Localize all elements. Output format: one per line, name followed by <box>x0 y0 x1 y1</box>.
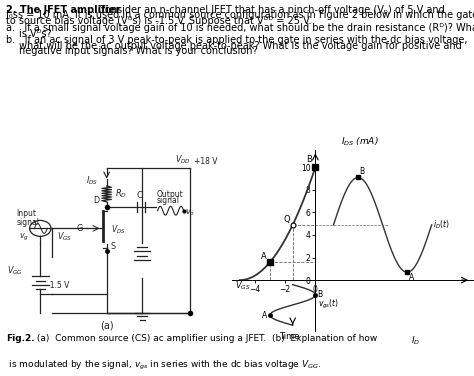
Text: $V_{DS}$: $V_{DS}$ <box>111 223 126 235</box>
Text: $V_{GG}$: $V_{GG}$ <box>7 265 23 277</box>
Text: (a)  Common source (CS) ac amplifier using a JFET.  (b)  Explanation of how: (a) Common source (CS) ac amplifier usin… <box>34 335 380 343</box>
Text: negative input signals? What is your conclusion?: negative input signals? What is your con… <box>19 46 257 56</box>
Text: A: A <box>409 273 414 282</box>
Text: $I_D$: $I_D$ <box>411 335 421 347</box>
Text: Output: Output <box>156 190 183 199</box>
Text: C: C <box>137 191 143 200</box>
Text: G: G <box>77 224 83 233</box>
Text: D: D <box>93 196 100 205</box>
Text: signal: signal <box>17 218 40 227</box>
Text: (a): (a) <box>100 321 113 331</box>
Text: $I_{DS}$: $I_{DS}$ <box>86 174 99 187</box>
Text: Time: Time <box>280 332 300 341</box>
Text: to source bias voltage (Vᴳs) is -1.5 V. Suppose that Vᴰᴰ = 25 V.: to source bias voltage (Vᴳs) is -1.5 V. … <box>6 16 311 26</box>
Text: a.   If a small signal voltage gain of 10 is needed, what should be the drain re: a. If a small signal voltage gain of 10 … <box>6 23 474 33</box>
Text: b.   If an ac signal of 3 V peak-to-peak is applied to the gate in series with t: b. If an ac signal of 3 V peak-to-peak i… <box>6 35 467 45</box>
Text: +18 V: +18 V <box>194 157 218 166</box>
Text: is Vᴰs?: is Vᴰs? <box>19 29 52 39</box>
Text: $v_{g}$: $v_{g}$ <box>19 232 29 243</box>
Text: -1.5 V: -1.5 V <box>47 281 70 290</box>
Text: $V_{GS}$: $V_{GS}$ <box>235 279 251 292</box>
Text: is modulated by the signal, $v_{gs}$ in series with the dc bias voltage $V_{GG}$: is modulated by the signal, $v_{gs}$ in … <box>6 359 321 372</box>
Text: . Consider an n-channel JFET that has a pinch-off voltage (Vₚ) of 5 V and: . Consider an n-channel JFET that has a … <box>92 5 445 15</box>
Text: $V_{DD}$: $V_{DD}$ <box>174 153 191 166</box>
Text: 2. The JFET amplifier: 2. The JFET amplifier <box>6 5 120 15</box>
Text: A: A <box>262 311 267 320</box>
Text: $V_{GS}$: $V_{GS}$ <box>57 231 72 244</box>
Text: B: B <box>306 156 311 165</box>
Text: $I_{DS}$ (mA): $I_{DS}$ (mA) <box>341 136 379 149</box>
Text: $v_o$: $v_o$ <box>185 207 195 218</box>
Text: A: A <box>261 252 267 261</box>
Text: $R_D$: $R_D$ <box>115 188 127 200</box>
Text: what will be the ac output voltage peak-to-peak? What is the voltage gain for po: what will be the ac output voltage peak-… <box>19 41 462 51</box>
Text: B: B <box>317 290 322 299</box>
Text: I₀ss = 10 mA. It is used in a common source configuration as in Figure 2 below i: I₀ss = 10 mA. It is used in a common sou… <box>6 11 474 20</box>
Text: Fig.2.: Fig.2. <box>6 335 34 343</box>
Text: $i_D(t)$: $i_D(t)$ <box>433 218 450 231</box>
Text: signal: signal <box>156 196 180 205</box>
Text: Q: Q <box>283 215 290 224</box>
Text: B: B <box>360 167 365 176</box>
Text: $v_{gs}(t)$: $v_{gs}(t)$ <box>319 299 339 311</box>
Text: Input: Input <box>17 209 36 218</box>
Text: S: S <box>110 243 115 252</box>
